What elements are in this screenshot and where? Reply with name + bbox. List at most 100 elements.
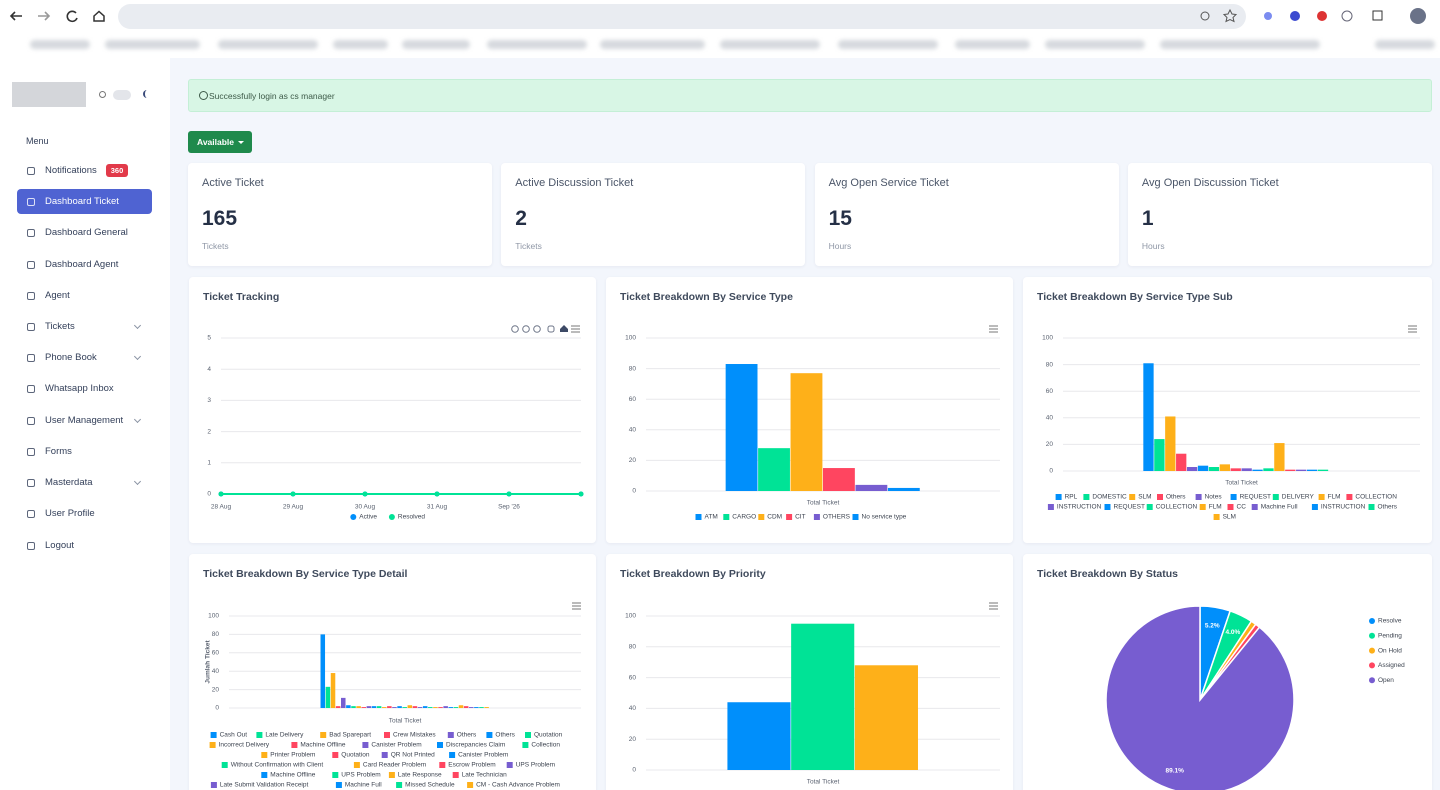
legend-label: Active [359, 514, 377, 521]
zoom-icon[interactable] [1200, 11, 1210, 21]
menu-item[interactable]: Tickets [17, 314, 152, 339]
bookmark[interactable] [720, 40, 820, 49]
legend-marker [1195, 494, 1202, 500]
theme-toggle[interactable] [113, 90, 131, 100]
chart: Ticket Tracking 0 1 2 3 4 5 28 Aug 29 Aug 30 Aug 3… [203, 291, 584, 521]
legend-marker [1227, 504, 1234, 510]
bookmark[interactable] [1045, 40, 1145, 49]
menu-item[interactable]: Notifications 360 [17, 158, 152, 183]
bookmark[interactable] [600, 40, 705, 49]
legend-marker [723, 514, 730, 520]
menu-item[interactable]: Forms [17, 439, 152, 464]
chart-menu-button[interactable] [1408, 325, 1417, 333]
address-bar[interactable] [118, 4, 1246, 29]
content: Successfully login as cs manager Availab… [170, 58, 1440, 790]
bar [1230, 468, 1241, 471]
legend-label: Others [495, 732, 515, 739]
legend-label: Late Technician [462, 772, 507, 779]
reload-button[interactable] [66, 10, 78, 23]
legend-marker [1129, 494, 1136, 500]
menu-item[interactable]: Phone Book [17, 345, 152, 370]
legend-label: Late Response [398, 772, 442, 779]
menu-item[interactable]: Whatsapp Inbox [17, 376, 152, 401]
bar [458, 705, 464, 708]
bar [854, 665, 918, 770]
extension-icon[interactable] [1341, 10, 1353, 22]
legend-label: Without Confirmation with Client [231, 762, 324, 769]
bookmark[interactable] [30, 40, 90, 49]
menu-item[interactable]: Agent [17, 283, 152, 308]
legend-label: Collection [531, 742, 560, 749]
bookmark[interactable] [1160, 40, 1320, 49]
forward-button[interactable] [38, 11, 51, 21]
home-button[interactable] [93, 10, 105, 22]
menu-item[interactable]: Masterdata [17, 470, 152, 495]
legend-label: No service type [862, 514, 907, 521]
legend-label: COLLECTION [1156, 504, 1198, 511]
bookmark[interactable] [402, 40, 470, 49]
bookmark[interactable] [1375, 40, 1435, 49]
bookmark[interactable] [838, 40, 938, 49]
bar [330, 673, 336, 708]
bar [1208, 467, 1220, 471]
bookmark[interactable] [487, 40, 587, 49]
extension-icon[interactable] [1290, 11, 1300, 21]
stat-value: 1 [1141, 207, 1154, 230]
status-dropdown[interactable]: Available [188, 131, 252, 153]
menu-item[interactable]: Logout [17, 533, 152, 558]
extensions-button[interactable] [1372, 10, 1383, 21]
bar [407, 705, 413, 708]
menu-item[interactable]: Dashboard General [17, 220, 152, 245]
legend-marker [1199, 504, 1206, 510]
legend-marker [221, 762, 228, 768]
legend-marker [1346, 494, 1353, 500]
menu-label: User Management [45, 415, 124, 426]
bookmark[interactable] [105, 40, 200, 49]
legend-label: Quotation [341, 752, 370, 759]
bar [474, 707, 479, 708]
bookmark[interactable] [333, 40, 388, 49]
legend-marker [1146, 504, 1153, 510]
legend-label: Late Delivery [265, 732, 304, 739]
bar [791, 623, 855, 770]
nav-icons [9, 10, 105, 23]
menu-icon [27, 509, 35, 518]
bar [356, 706, 361, 708]
menu-item[interactable]: Dashboard Ticket [17, 189, 152, 214]
chart-menu-button[interactable] [572, 602, 581, 610]
legend-label: CM - Cash Advance Problem [476, 782, 560, 789]
chart-menu-button[interactable] [989, 325, 998, 333]
legend-label: CARGO [732, 514, 756, 521]
chart-menu-button[interactable] [571, 325, 580, 333]
toolbar-button [533, 325, 541, 333]
legend-label: DOMESTIC [1092, 494, 1127, 501]
legend-marker [1104, 504, 1111, 510]
bookmarks-bar [0, 32, 1440, 58]
legend-marker [388, 514, 395, 520]
bookmark[interactable] [218, 40, 318, 49]
legend-marker [852, 514, 859, 520]
line-point [506, 491, 512, 497]
bookmark[interactable] [955, 40, 1030, 49]
legend-marker [1047, 504, 1054, 510]
chart-menu-button[interactable] [989, 602, 998, 610]
legend-label: SLM [1223, 514, 1236, 521]
y-tick-label: 3 [207, 397, 211, 404]
profile-avatar[interactable] [1410, 8, 1426, 24]
bar [758, 448, 790, 491]
menu-item[interactable]: User Management [17, 408, 152, 433]
legend-marker [786, 514, 793, 520]
legend-label: CC [1237, 504, 1247, 511]
back-button[interactable] [9, 11, 22, 21]
toolbar-button [522, 325, 530, 333]
extension-icon[interactable] [1317, 11, 1327, 21]
chart-title: Ticket Breakdown By Priority [620, 568, 766, 580]
chart: Ticket Breakdown By Service Type 0 20 40 60 8… [620, 291, 1000, 521]
bookmark-star[interactable] [1222, 8, 1238, 23]
menu-item[interactable]: User Profile [17, 501, 152, 526]
extension-icon[interactable] [1264, 12, 1272, 20]
legend-marker [210, 782, 217, 788]
menu-label: Notifications [45, 165, 97, 176]
legend-label: INSTRUCTION [1321, 504, 1366, 511]
menu-item[interactable]: Dashboard Agent [17, 252, 152, 277]
